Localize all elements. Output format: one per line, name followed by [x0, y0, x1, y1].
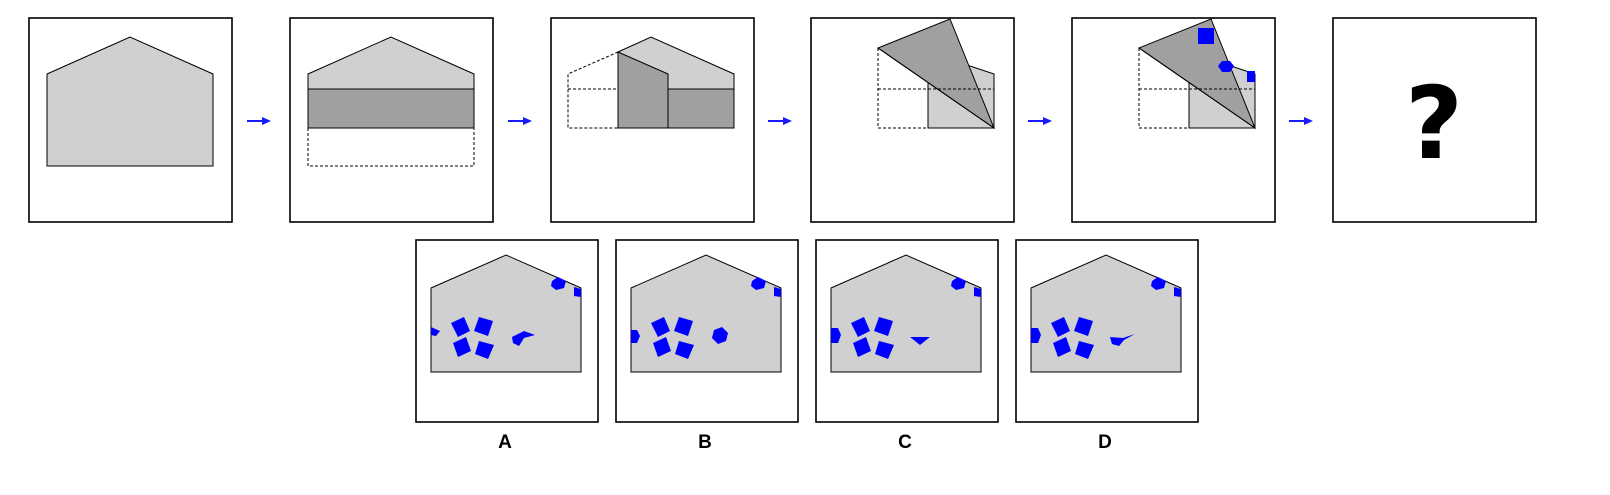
step-4-panel: [810, 17, 1015, 223]
arrow-right-icon: [1304, 117, 1313, 125]
step-6-panel: ?: [1332, 17, 1537, 223]
option-a-hole-left-edge: [431, 327, 440, 336]
option-d-paper: [1030, 254, 1182, 373]
option-c-label: C: [898, 432, 912, 453]
step-6-frame: [1332, 17, 1537, 223]
step-3-panel: [550, 17, 755, 223]
option-a-hole-diamond-2: [474, 317, 493, 336]
option-b-hole-edge-right: [774, 287, 781, 297]
step-3-folded-flap: [617, 51, 669, 129]
step-2-folded-strip: [307, 88, 475, 129]
option-a-hole-top-right: [551, 277, 566, 290]
option-c-paper: [830, 254, 982, 373]
option-d-hole-diamond-3: [1053, 337, 1071, 357]
option-a-hole-diamond-1: [451, 317, 470, 337]
step-2-roof: [307, 36, 475, 90]
option-c-hole-top-right: [951, 277, 966, 290]
option-c-hole-left-edge: [831, 328, 841, 343]
step-5-panel: [1071, 17, 1276, 223]
option-d-panel[interactable]: [1015, 239, 1199, 423]
step-1-panel: [28, 17, 233, 223]
option-c-hole-diamond-1: [851, 317, 870, 337]
option-a-hole-edge-right: [574, 287, 581, 297]
option-a-paper: [430, 254, 582, 373]
option-c-hole-diamond-4: [875, 341, 894, 359]
step-5-hex-hole: [1218, 61, 1234, 72]
step-2-panel: [289, 17, 494, 223]
arrow-4: [1028, 117, 1052, 125]
option-b-hole-diamond-3: [653, 337, 671, 357]
option-d-label: D: [1098, 432, 1112, 453]
option-a-label: A: [498, 432, 512, 453]
step-5-edge-hole: [1247, 71, 1255, 82]
option-d-hole-left-edge: [1031, 328, 1041, 343]
option-c-hole-diamond-3: [853, 337, 871, 357]
option-b-paper: [630, 254, 782, 373]
step-5-dashed-outline: [1138, 48, 1255, 129]
option-b-hole-diamond-1: [651, 317, 670, 337]
option-b-label: B: [698, 432, 712, 453]
step-5-square-hole: [1198, 28, 1214, 44]
option-a-hole-kite: [512, 331, 535, 346]
option-c-hole-diamond-2: [874, 317, 893, 336]
step-2-dashed-outline: [307, 127, 475, 167]
arrow-2: [508, 117, 532, 125]
option-d-hole-diamond-2: [1074, 317, 1093, 336]
option-d-hole-kite: [1110, 334, 1135, 346]
arrow-right-icon: [523, 117, 532, 125]
option-d-hole-diamond-4: [1075, 341, 1094, 359]
step-4-dashed-outline: [877, 48, 994, 129]
step-5-diagonal-crease: [1138, 47, 1256, 129]
option-d-hole-edge-right: [1174, 287, 1181, 297]
option-b-hole-top-right: [751, 277, 766, 290]
arrow-right-icon: [783, 117, 792, 125]
option-b-hole-left-edge: [631, 330, 640, 343]
option-a-hole-diamond-3: [453, 337, 471, 357]
option-d-hole-diamond-1: [1051, 317, 1070, 337]
arrow-right-icon: [1043, 117, 1052, 125]
option-b-hole-hexagon: [712, 327, 728, 344]
step-3-right-strip: [667, 88, 735, 129]
option-a-panel[interactable]: [415, 239, 599, 423]
step-3-dashed-outline: [567, 51, 619, 129]
option-b-panel[interactable]: [615, 239, 799, 423]
option-c-hole-edge-right: [974, 287, 981, 297]
question-mark: ?: [1405, 65, 1463, 182]
option-d-hole-top-right: [1151, 277, 1166, 290]
arrow-1: [247, 117, 271, 125]
arrow-right-icon: [262, 117, 271, 125]
step-4-diagonal-crease: [877, 47, 995, 129]
arrow-3: [768, 117, 792, 125]
option-c-panel[interactable]: [815, 239, 999, 423]
arrow-5: [1289, 117, 1313, 125]
option-a-hole-diamond-4: [475, 341, 494, 359]
option-b-hole-diamond-4: [675, 341, 694, 359]
option-c-hole-triangle: [910, 337, 930, 345]
option-b-hole-diamond-2: [674, 317, 693, 336]
step-1-paper: [46, 36, 214, 167]
